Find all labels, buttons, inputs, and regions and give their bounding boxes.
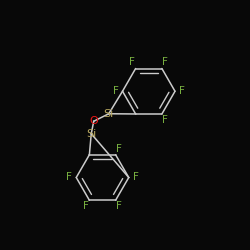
Text: F: F	[116, 144, 122, 154]
Text: Si: Si	[104, 109, 114, 119]
Text: O: O	[90, 116, 98, 126]
Text: F: F	[179, 86, 185, 96]
Text: F: F	[133, 172, 139, 182]
Text: F: F	[83, 201, 89, 211]
Text: Si: Si	[86, 129, 97, 139]
Text: F: F	[162, 58, 168, 68]
Text: F: F	[116, 201, 122, 211]
Text: F: F	[66, 172, 72, 182]
Text: F: F	[112, 86, 118, 96]
Text: F: F	[129, 58, 135, 68]
Text: F: F	[162, 115, 168, 125]
